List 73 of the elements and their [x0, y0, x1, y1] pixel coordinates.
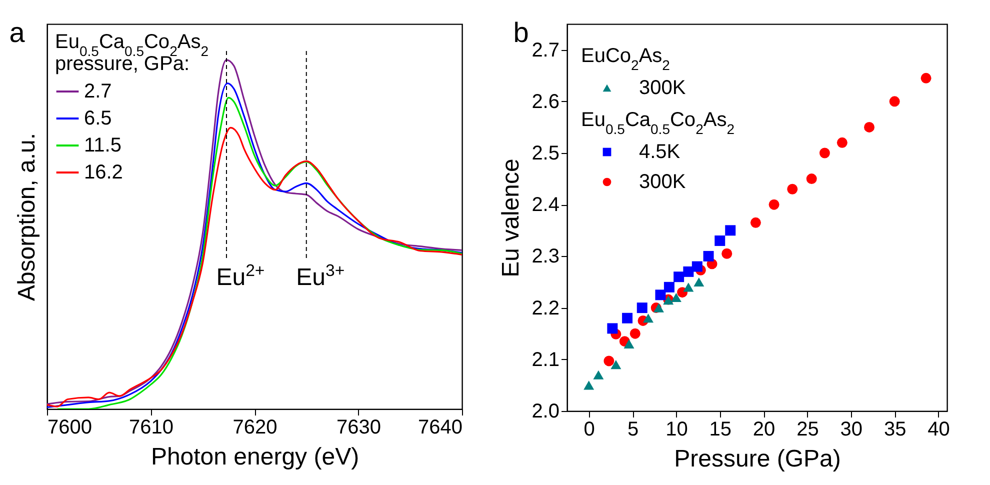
y-tick-label: 2.2: [532, 297, 560, 320]
x-tick-label: 20: [752, 418, 776, 440]
point: [692, 261, 702, 272]
point: [593, 370, 604, 380]
legend-label: 300K: [639, 77, 686, 99]
point: [683, 266, 694, 277]
point: [653, 303, 664, 312]
y-tick-label: 2.3: [532, 246, 560, 268]
point: [806, 174, 817, 184]
x-tick-label: 15: [709, 418, 732, 440]
x-tick-label: 5: [627, 418, 639, 440]
x-axis-title: Pressure (GPa): [674, 446, 841, 472]
point: [607, 323, 618, 334]
point: [889, 96, 900, 107]
point: [610, 360, 622, 370]
legend-label: 2.7: [84, 80, 112, 102]
legend-label: 4.5K: [639, 141, 681, 163]
y-tick-label: 2.5: [532, 142, 560, 164]
point: [622, 312, 633, 324]
point: [694, 277, 704, 287]
point: [624, 339, 634, 348]
x-tick-label: 40: [928, 418, 950, 440]
ref-line-label: Eu$^{2+}$: [216, 260, 265, 292]
point: [714, 235, 726, 246]
point: [636, 302, 648, 314]
point: [768, 199, 780, 210]
x-tick-label: 7630: [336, 416, 381, 438]
x-tick-label: 10: [666, 418, 688, 440]
point: [683, 282, 694, 292]
legend-label: 16.2: [84, 162, 123, 184]
point: [864, 122, 874, 132]
text: Eu$_{0.5}$Ca$_{0.5}$Co$_{2}$As$_{2}$ pressure, GPa:: [55, 31, 208, 75]
legend-label: 11.5: [84, 134, 122, 156]
x-tick-label: 7620: [232, 416, 278, 438]
point: [655, 290, 666, 300]
y-axis-title: Absorption, a.u.: [14, 132, 40, 302]
point: [703, 250, 714, 262]
legend-label: 6.5: [84, 108, 112, 130]
point: [750, 217, 761, 228]
y-tick-label: 2.4: [532, 194, 560, 216]
chart-title: a: [9, 17, 26, 48]
annotation: EuCo$_{2}$As$_{2}$: [581, 45, 670, 73]
x-tick-label: 35: [884, 418, 906, 440]
x-tick-label: 25: [796, 418, 819, 440]
point: [836, 137, 848, 148]
chart-title: b: [513, 17, 529, 48]
x-tick-label: 0: [584, 418, 595, 440]
ref-line-label: Eu$^{3+}$: [296, 260, 345, 292]
point: [819, 148, 830, 158]
point: [722, 248, 732, 259]
legend-label: 300K: [639, 171, 686, 193]
point: [664, 282, 674, 292]
y-tick-label: 2.6: [532, 90, 560, 113]
point: [642, 314, 654, 323]
y-tick-label: 2.7: [532, 39, 560, 62]
y-axis-title: Eu valence: [498, 158, 525, 278]
x-tick-label: 7610: [129, 416, 174, 438]
point: [725, 225, 736, 236]
x-tick-label: 7640: [418, 416, 462, 438]
point: [920, 72, 932, 84]
y-tick-label: 2.0: [532, 400, 560, 422]
x-axis-title: Photon energy (eV): [150, 444, 360, 470]
point: [670, 292, 682, 302]
point: [674, 272, 684, 282]
point: [604, 356, 614, 366]
x-tick-label: 30: [840, 418, 863, 440]
x-tick-label: 7600: [48, 416, 92, 438]
y-tick-label: 2.1: [532, 348, 560, 371]
point: [584, 380, 594, 390]
point: [677, 287, 688, 298]
point: [787, 184, 798, 194]
annotation: Eu$_{0.5}$Ca$_{0.5}$Co$_{2}$As$_{2}$: [581, 109, 735, 137]
point: [630, 328, 640, 339]
